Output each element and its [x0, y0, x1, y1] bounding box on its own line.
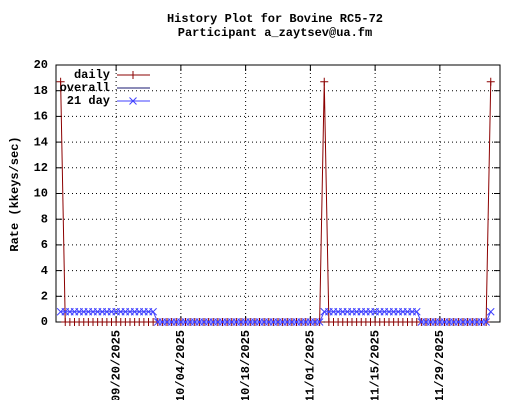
y-tick-label: 18 [34, 84, 48, 98]
y-tick-label: 10 [34, 187, 48, 201]
y-tick-label: 6 [41, 238, 48, 252]
x-tick-label: 11/01/2025 [304, 330, 318, 400]
plus-marker [56, 77, 65, 86]
cross-marker [315, 318, 324, 326]
y-axis-label: Rate (kkeys/sec) [8, 136, 22, 251]
cross-marker [149, 307, 157, 316]
legend-label: 21 day [67, 94, 110, 108]
x-tick-label: 11/29/2025 [433, 330, 447, 400]
cross-marker [482, 318, 490, 326]
y-tick-label: 20 [34, 58, 48, 72]
y-tick-label: 14 [34, 135, 48, 149]
y-tick-label: 8 [41, 212, 48, 226]
legend-label: overall [60, 81, 110, 95]
x-tick-label: 10/04/2025 [174, 330, 188, 400]
chart-subtitle: Participant a_zaytsev@ua.fm [178, 26, 372, 40]
y-tick-label: 0 [41, 315, 48, 329]
plus-marker [486, 77, 495, 86]
cross-marker [412, 307, 421, 316]
x-tick-label: 09/20/2025 [109, 330, 123, 400]
y-tick-label: 12 [34, 161, 48, 175]
cross-marker [486, 307, 495, 316]
y-tick-label: 16 [34, 110, 48, 124]
y-tick-label: 4 [41, 264, 48, 278]
series-line [60, 311, 492, 323]
x-tick-label: 11/15/2025 [368, 330, 382, 400]
chart-title: History Plot for Bovine RC5-72 [167, 12, 383, 26]
plus-marker [129, 71, 137, 79]
cross-marker [129, 97, 137, 105]
x-tick-label: 10/18/2025 [239, 330, 253, 400]
y-tick-label: 2 [41, 289, 48, 303]
plus-marker [320, 77, 329, 86]
legend-label: daily [74, 68, 110, 82]
